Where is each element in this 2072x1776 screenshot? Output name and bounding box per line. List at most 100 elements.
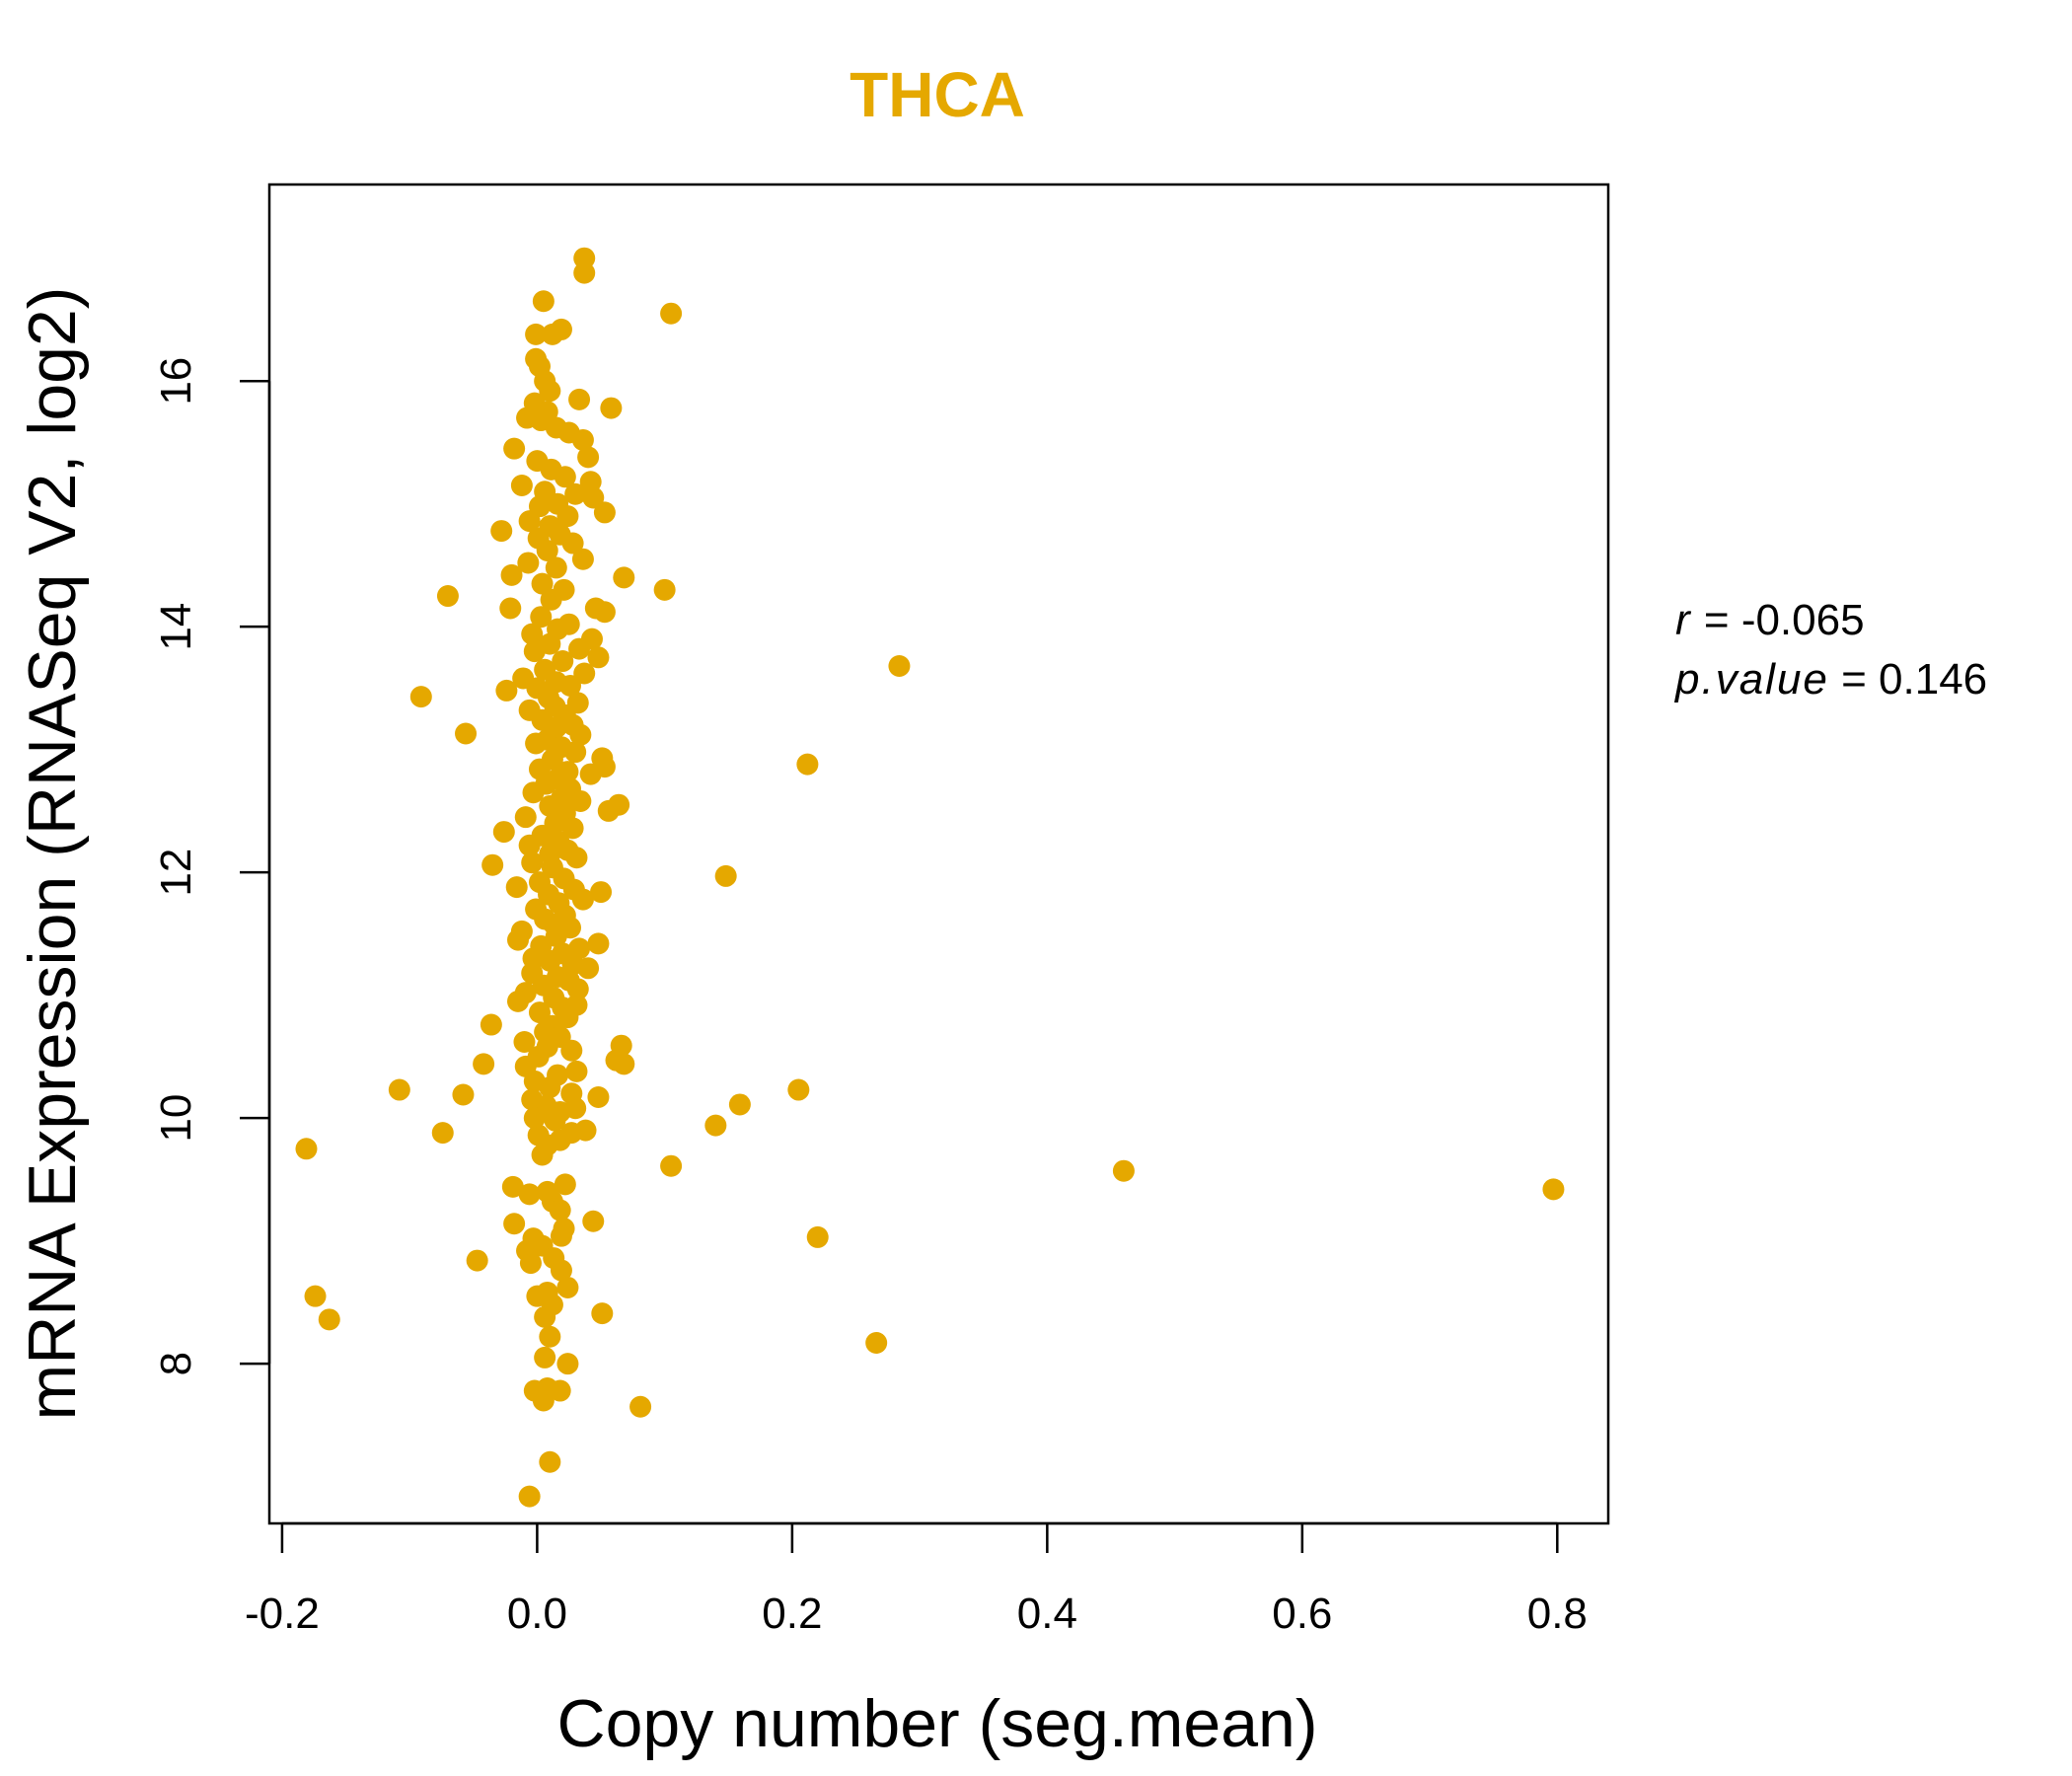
stat-r: r = -0.065 [1675,596,1865,644]
y-tick-label: 12 [152,849,200,897]
data-point [510,475,533,497]
data-point [503,1213,526,1235]
data-point [481,853,504,876]
data-point [600,397,623,419]
data-point [728,1093,751,1116]
data-point [518,834,541,856]
data-point [530,606,553,629]
data-point [587,646,610,669]
data-point [466,1249,488,1272]
data-point [499,597,522,620]
data-point [613,566,635,589]
data-point [534,1346,556,1369]
data-point [500,563,523,586]
data-point [573,261,596,284]
data-point [653,578,676,601]
data-point [539,1325,561,1348]
data-point [568,637,591,660]
data-point [521,623,544,645]
data-point [532,1389,555,1412]
data-point [540,588,562,611]
data-point [550,1259,572,1282]
data-point [577,446,600,469]
data-point [409,686,432,708]
y-tick-label: 16 [152,357,200,406]
data-point [1112,1159,1135,1182]
data-point [554,1173,576,1196]
data-point [549,1379,571,1402]
data-point [539,380,561,403]
data-point [531,572,554,595]
x-axis: -0.2 0.0 0.2 0.4 0.6 0.8 [245,1521,1588,1638]
data-point [505,876,528,899]
data-point [523,1107,546,1130]
data-point [507,990,530,1012]
data-point [545,556,567,579]
data-point [582,1210,605,1232]
data-point [556,505,579,528]
data-point [571,548,594,570]
data-point [544,1109,566,1132]
data-point [597,799,620,822]
data-point [593,601,616,624]
data-point [539,1076,561,1099]
data-point [507,928,530,951]
data-point [569,723,592,746]
data-point [787,1078,810,1101]
stat-p: p.value = 0.146 [1675,655,1988,703]
data-point [559,674,582,697]
data-point [525,323,548,345]
data-point [531,1144,554,1166]
data-point [295,1138,318,1160]
data-point [541,323,563,345]
data-point [560,1039,583,1062]
points-layer [295,247,1565,1508]
data-point [796,753,819,776]
data-point [806,1225,829,1248]
data-point [318,1308,340,1331]
data-point [490,520,513,543]
data-point [573,662,596,685]
stat-p-label: p.value [1675,655,1829,703]
data-point [518,510,541,533]
data-point [556,1353,579,1375]
data-point [587,1086,610,1109]
x-tick-label: 0.2 [762,1590,822,1638]
data-point [518,1183,541,1206]
data-point [660,1154,683,1177]
data-point [532,290,555,313]
data-point [552,650,574,673]
data-point [522,781,545,804]
data-point [571,428,594,451]
data-point [517,552,540,574]
data-point [564,741,587,764]
data-point [582,486,605,509]
data-point [549,1199,571,1221]
data-point [587,932,610,955]
data-point [480,1013,502,1036]
plot-frame [267,183,1610,1525]
data-point [556,1276,579,1298]
y-tick-label: 10 [152,1094,200,1143]
data-point [888,655,911,678]
data-point [521,851,544,874]
data-point [565,1060,588,1082]
data-point [579,763,602,785]
x-tick-label: 0.0 [507,1590,567,1638]
data-point [591,1302,614,1325]
data-point [554,466,576,488]
data-point [590,881,613,904]
data-point [714,864,737,887]
data-point [566,978,589,1000]
y-tick-label: 8 [152,1352,200,1375]
stat-r-value: -0.065 [1740,596,1865,644]
y-tick-label: 14 [152,603,200,651]
data-point [436,585,459,608]
data-point [518,1485,541,1508]
data-point [534,1305,556,1328]
data-point [503,437,526,460]
data-point [564,482,587,505]
data-point [561,532,584,555]
data-point [495,679,518,702]
